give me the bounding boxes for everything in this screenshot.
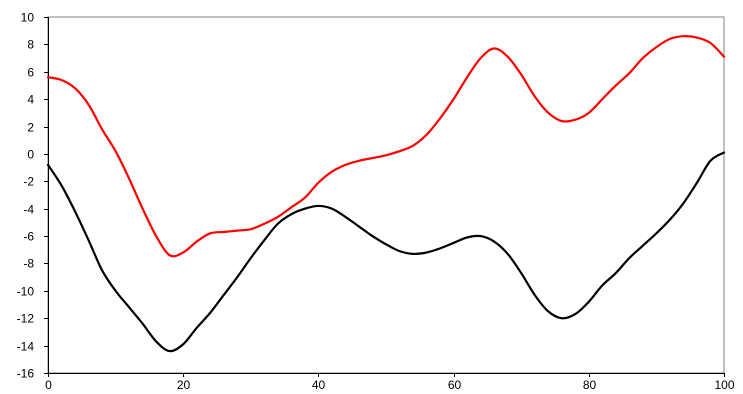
x-tick-label: 80: [583, 378, 597, 392]
series-line-2: [46, 151, 726, 353]
y-tick-label: 8: [27, 38, 34, 52]
y-tick-label: -4: [23, 203, 34, 217]
x-tick-label: 0: [45, 378, 52, 392]
y-tick-label: 2: [27, 121, 34, 135]
y-tick-label: -10: [17, 285, 35, 299]
y-tick-label: -12: [17, 312, 35, 326]
y-tick-label: -16: [17, 367, 35, 381]
y-tick-label: -14: [17, 340, 35, 354]
series-lines: [46, 35, 726, 353]
y-tick-label: -2: [23, 175, 34, 189]
x-tick-label: 60: [448, 378, 462, 392]
y-tick-label: -6: [23, 230, 34, 244]
y-tick-label: 0: [27, 148, 34, 162]
y-tick-label: -8: [23, 257, 34, 271]
axes: [44, 16, 725, 377]
series-line-1: [46, 35, 726, 258]
y-tick-label: 10: [21, 11, 35, 25]
y-tick-label: 4: [27, 93, 34, 107]
y-tick-label: 6: [27, 66, 34, 80]
x-tick-label: 40: [312, 378, 326, 392]
plot-area: [47, 16, 725, 374]
x-tick-label: 100: [714, 378, 734, 392]
x-tick-label: 20: [177, 378, 191, 392]
